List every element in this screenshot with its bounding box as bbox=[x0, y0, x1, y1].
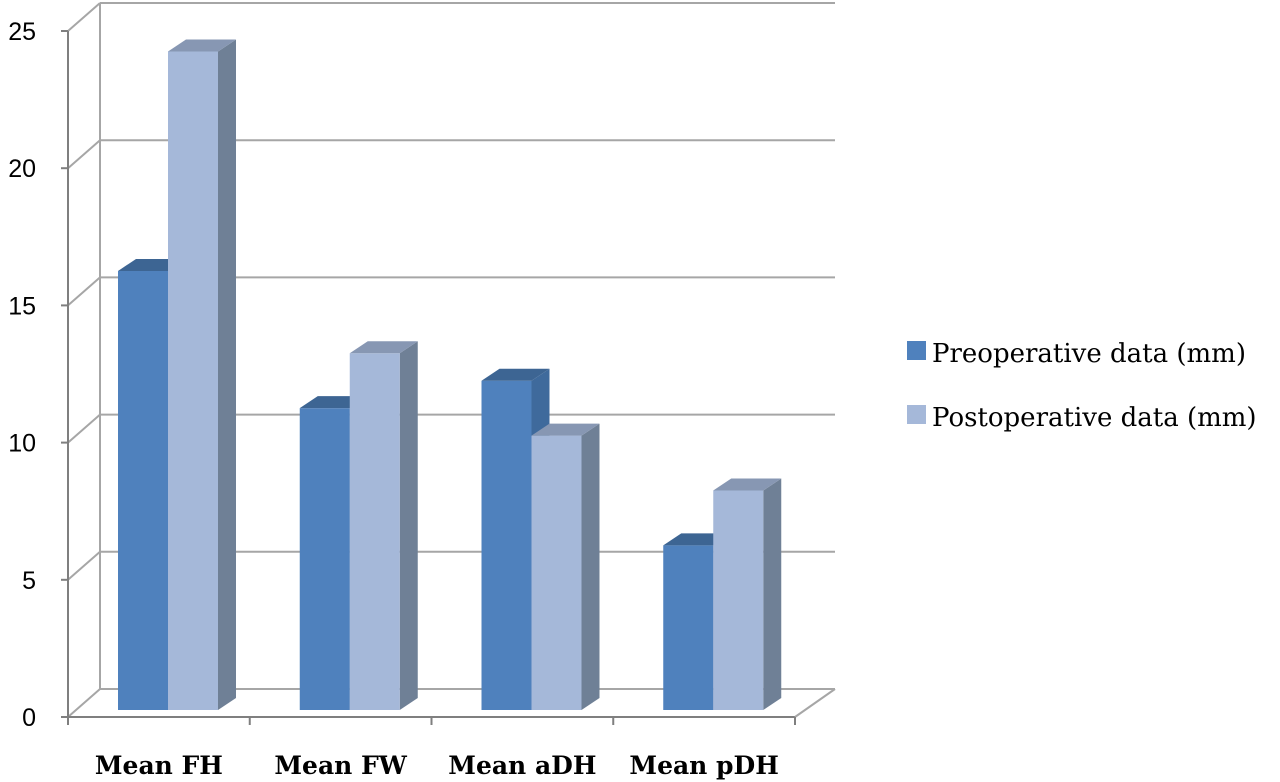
bar bbox=[713, 478, 782, 710]
gridline-side bbox=[67, 413, 101, 444]
gridline-side bbox=[67, 688, 101, 718]
bar-front bbox=[713, 490, 764, 710]
y-tick-label: 5 bbox=[22, 567, 36, 595]
gridline-side bbox=[67, 139, 101, 169]
x-tick-label: Mean aDH bbox=[448, 751, 596, 780]
bars bbox=[118, 39, 782, 710]
legend-swatch bbox=[907, 405, 926, 424]
y-tick-label: 0 bbox=[22, 704, 36, 732]
legend-swatch bbox=[907, 341, 926, 360]
bar-top bbox=[713, 478, 782, 491]
bar bbox=[349, 341, 418, 710]
bar-top bbox=[481, 368, 550, 381]
bar-top bbox=[349, 341, 418, 354]
y-tick-label: 10 bbox=[8, 430, 36, 458]
bar-top bbox=[168, 39, 236, 52]
bar-side bbox=[218, 39, 236, 710]
bar bbox=[531, 423, 600, 710]
bar-front bbox=[118, 270, 168, 710]
bar-front bbox=[531, 435, 582, 710]
y-tick-label: 25 bbox=[8, 18, 36, 46]
bar-front bbox=[663, 545, 714, 710]
y-tick-labels: 0 5 10 15 20 25 bbox=[8, 18, 36, 732]
bar-front bbox=[481, 380, 532, 710]
y-tick-label: 20 bbox=[8, 155, 36, 183]
x-tick-label: Mean pDH bbox=[629, 751, 778, 780]
x-tick-label: Mean FW bbox=[274, 751, 407, 780]
x-tick-labels: Mean FH Mean FW Mean aDH Mean pDH bbox=[95, 751, 779, 780]
bar-top bbox=[531, 423, 600, 436]
gridline-side bbox=[67, 551, 101, 581]
y-tick-label: 15 bbox=[8, 292, 36, 320]
gridline-side bbox=[67, 276, 101, 307]
bar bbox=[168, 39, 236, 710]
bar-side bbox=[581, 423, 600, 710]
bar-side bbox=[763, 478, 782, 710]
axes bbox=[61, 30, 836, 725]
legend-label: Preoperative data (mm) bbox=[932, 339, 1246, 369]
bar-front bbox=[349, 353, 400, 710]
bar-front bbox=[299, 408, 350, 710]
bar-front bbox=[168, 51, 218, 710]
gridline-side bbox=[67, 2, 101, 32]
bar-side bbox=[399, 341, 418, 710]
legend-label: Postoperative data (mm) bbox=[932, 403, 1257, 433]
floor-right-edge bbox=[794, 688, 836, 718]
legend: Preoperative data (mm) Postoperative data… bbox=[907, 339, 1257, 433]
x-tick-label: Mean FH bbox=[95, 751, 223, 780]
